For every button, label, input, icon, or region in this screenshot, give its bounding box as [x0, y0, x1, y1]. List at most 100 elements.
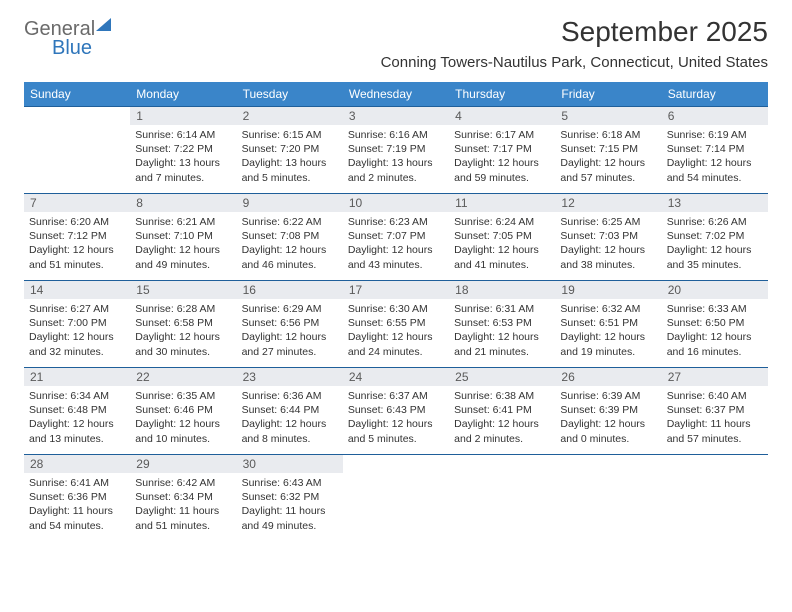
daylight-text: Daylight: 12 hours and 59 minutes.	[454, 156, 550, 184]
logo-text-blue: Blue	[52, 37, 112, 60]
daylight-text: Daylight: 12 hours and 13 minutes.	[29, 417, 125, 445]
day-number: 24	[343, 368, 449, 386]
day-cell: 5Sunrise: 6:18 AMSunset: 7:15 PMDaylight…	[555, 107, 661, 193]
sunrise-text: Sunrise: 6:19 AM	[667, 128, 763, 142]
day-cell: 19Sunrise: 6:32 AMSunset: 6:51 PMDayligh…	[555, 281, 661, 367]
day-cell: 26Sunrise: 6:39 AMSunset: 6:39 PMDayligh…	[555, 368, 661, 454]
day-number: 20	[662, 281, 768, 299]
sunrise-text: Sunrise: 6:26 AM	[667, 215, 763, 229]
sunset-text: Sunset: 6:44 PM	[242, 403, 338, 417]
day-cell: 10Sunrise: 6:23 AMSunset: 7:07 PMDayligh…	[343, 194, 449, 280]
sunrise-text: Sunrise: 6:43 AM	[242, 476, 338, 490]
day-number: 2	[237, 107, 343, 125]
day-number: 7	[24, 194, 130, 212]
day-number: 21	[24, 368, 130, 386]
sunrise-text: Sunrise: 6:30 AM	[348, 302, 444, 316]
day-header-tuesday: Tuesday	[237, 82, 343, 106]
day-header-friday: Friday	[555, 82, 661, 106]
sunset-text: Sunset: 6:37 PM	[667, 403, 763, 417]
daylight-text: Daylight: 11 hours and 57 minutes.	[667, 417, 763, 445]
sunrise-text: Sunrise: 6:27 AM	[29, 302, 125, 316]
sunset-text: Sunset: 6:53 PM	[454, 316, 550, 330]
daylight-text: Daylight: 12 hours and 21 minutes.	[454, 330, 550, 358]
month-title: September 2025	[381, 16, 768, 48]
daylight-text: Daylight: 12 hours and 46 minutes.	[242, 243, 338, 271]
daylight-text: Daylight: 12 hours and 27 minutes.	[242, 330, 338, 358]
day-cell: 20Sunrise: 6:33 AMSunset: 6:50 PMDayligh…	[662, 281, 768, 367]
sunset-text: Sunset: 6:56 PM	[242, 316, 338, 330]
day-number: 11	[449, 194, 555, 212]
sunset-text: Sunset: 7:03 PM	[560, 229, 656, 243]
daylight-text: Daylight: 12 hours and 8 minutes.	[242, 417, 338, 445]
sunrise-text: Sunrise: 6:31 AM	[454, 302, 550, 316]
sunset-text: Sunset: 7:10 PM	[135, 229, 231, 243]
day-number: 19	[555, 281, 661, 299]
day-header-thursday: Thursday	[449, 82, 555, 106]
daylight-text: Daylight: 13 hours and 7 minutes.	[135, 156, 231, 184]
sunrise-text: Sunrise: 6:41 AM	[29, 476, 125, 490]
week-row: 14Sunrise: 6:27 AMSunset: 7:00 PMDayligh…	[24, 280, 768, 367]
daylight-text: Daylight: 11 hours and 54 minutes.	[29, 504, 125, 532]
day-cell: 7 Sunrise: 6:20 AMSunset: 7:12 PMDaylight…	[24, 194, 130, 280]
sunrise-text: Sunrise: 6:37 AM	[348, 389, 444, 403]
day-cell: 27Sunrise: 6:40 AMSunset: 6:37 PMDayligh…	[662, 368, 768, 454]
day-number: 15	[130, 281, 236, 299]
sunset-text: Sunset: 7:12 PM	[29, 229, 125, 243]
day-number: 28	[24, 455, 130, 473]
daylight-text: Daylight: 12 hours and 43 minutes.	[348, 243, 444, 271]
week-row: 1Sunrise: 6:14 AMSunset: 7:22 PMDaylight…	[24, 106, 768, 193]
daylight-text: Daylight: 12 hours and 0 minutes.	[560, 417, 656, 445]
daylight-text: Daylight: 12 hours and 54 minutes.	[667, 156, 763, 184]
daylight-text: Daylight: 12 hours and 41 minutes.	[454, 243, 550, 271]
day-number: 26	[555, 368, 661, 386]
daylight-text: Daylight: 12 hours and 35 minutes.	[667, 243, 763, 271]
sunset-text: Sunset: 6:39 PM	[560, 403, 656, 417]
weeks-container: 1Sunrise: 6:14 AMSunset: 7:22 PMDaylight…	[24, 106, 768, 541]
day-number: 17	[343, 281, 449, 299]
sunset-text: Sunset: 7:17 PM	[454, 142, 550, 156]
day-number: 9	[237, 194, 343, 212]
day-info: Sunrise: 6:36 AMSunset: 6:44 PMDaylight:…	[242, 389, 338, 446]
sunrise-text: Sunrise: 6:14 AM	[135, 128, 231, 142]
day-info: Sunrise: 6:27 AMSunset: 7:00 PMDaylight:…	[29, 302, 125, 359]
sunset-text: Sunset: 7:07 PM	[348, 229, 444, 243]
daylight-text: Daylight: 12 hours and 49 minutes.	[135, 243, 231, 271]
day-number: 8	[130, 194, 236, 212]
sunset-text: Sunset: 6:51 PM	[560, 316, 656, 330]
day-number	[343, 455, 449, 473]
day-info: Sunrise: 6:17 AMSunset: 7:17 PMDaylight:…	[454, 128, 550, 185]
sunrise-text: Sunrise: 6:21 AM	[135, 215, 231, 229]
day-cell	[343, 455, 449, 541]
day-number: 13	[662, 194, 768, 212]
day-cell: 25Sunrise: 6:38 AMSunset: 6:41 PMDayligh…	[449, 368, 555, 454]
daylight-text: Daylight: 11 hours and 49 minutes.	[242, 504, 338, 532]
day-info: Sunrise: 6:18 AMSunset: 7:15 PMDaylight:…	[560, 128, 656, 185]
day-info: Sunrise: 6:20 AMSunset: 7:12 PMDaylight:…	[29, 215, 125, 272]
day-cell	[555, 455, 661, 541]
sunset-text: Sunset: 7:19 PM	[348, 142, 444, 156]
sunrise-text: Sunrise: 6:22 AM	[242, 215, 338, 229]
day-number: 18	[449, 281, 555, 299]
day-info: Sunrise: 6:38 AMSunset: 6:41 PMDaylight:…	[454, 389, 550, 446]
sunrise-text: Sunrise: 6:16 AM	[348, 128, 444, 142]
day-number	[662, 455, 768, 473]
sunrise-text: Sunrise: 6:38 AM	[454, 389, 550, 403]
day-number: 16	[237, 281, 343, 299]
logo-sail-icon	[96, 18, 112, 37]
day-number: 6	[662, 107, 768, 125]
sunset-text: Sunset: 7:20 PM	[242, 142, 338, 156]
sunrise-text: Sunrise: 6:25 AM	[560, 215, 656, 229]
sunrise-text: Sunrise: 6:23 AM	[348, 215, 444, 229]
day-info: Sunrise: 6:25 AMSunset: 7:03 PMDaylight:…	[560, 215, 656, 272]
sunset-text: Sunset: 7:08 PM	[242, 229, 338, 243]
sunrise-text: Sunrise: 6:29 AM	[242, 302, 338, 316]
day-info: Sunrise: 6:22 AMSunset: 7:08 PMDaylight:…	[242, 215, 338, 272]
day-info: Sunrise: 6:16 AMSunset: 7:19 PMDaylight:…	[348, 128, 444, 185]
day-info: Sunrise: 6:19 AMSunset: 7:14 PMDaylight:…	[667, 128, 763, 185]
day-cell: 28Sunrise: 6:41 AMSunset: 6:36 PMDayligh…	[24, 455, 130, 541]
sunrise-text: Sunrise: 6:20 AM	[29, 215, 125, 229]
sunset-text: Sunset: 7:15 PM	[560, 142, 656, 156]
sunset-text: Sunset: 6:34 PM	[135, 490, 231, 504]
sunset-text: Sunset: 6:43 PM	[348, 403, 444, 417]
day-number: 4	[449, 107, 555, 125]
